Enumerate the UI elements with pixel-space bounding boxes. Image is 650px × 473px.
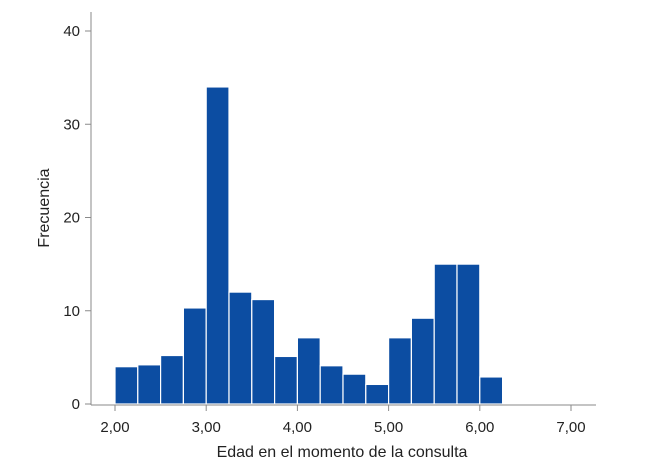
x-tick-label: 3,00: [192, 419, 221, 436]
y-ticks-group: 0 10 20 30 40: [63, 23, 91, 413]
y-tick-label: 10: [63, 303, 80, 320]
y-tick-label: 20: [63, 210, 80, 227]
x-tick-label: 4,00: [283, 419, 312, 436]
x-ticks-group: 2,00 3,00 4,00 5,00 6,00 7,00: [100, 405, 586, 436]
histogram-bar: [388, 337, 413, 405]
histogram-bar: [479, 376, 504, 405]
x-tick-label: 2,00: [100, 419, 129, 436]
y-tick-label: 30: [63, 116, 80, 133]
histogram-bar: [456, 263, 481, 405]
histogram-bar: [365, 383, 390, 405]
histogram-bar: [205, 86, 230, 405]
x-tick-label: 5,00: [374, 419, 403, 436]
x-tick-label: 6,00: [465, 419, 494, 436]
histogram-bar: [296, 337, 321, 405]
bars-group: [114, 86, 504, 405]
histogram-bar: [160, 354, 185, 405]
histogram-bar: [114, 366, 139, 405]
histogram-bar: [410, 317, 435, 405]
histogram-bar: [433, 263, 458, 405]
y-tick-label: 40: [63, 23, 80, 40]
histogram-bar: [342, 373, 367, 405]
histogram-bar: [251, 298, 276, 405]
histogram-bar: [319, 365, 344, 405]
histogram-bar: [182, 307, 207, 405]
y-tick-label: 0: [72, 396, 80, 413]
histogram-bar: [274, 355, 299, 405]
x-axis-label: Edad en el momento de la consulta: [217, 444, 468, 461]
histogram-bar: [228, 291, 253, 405]
histogram-bar: [137, 364, 162, 405]
y-axis-label: Frecuencia: [36, 168, 53, 247]
x-tick-label: 7,00: [556, 419, 585, 436]
